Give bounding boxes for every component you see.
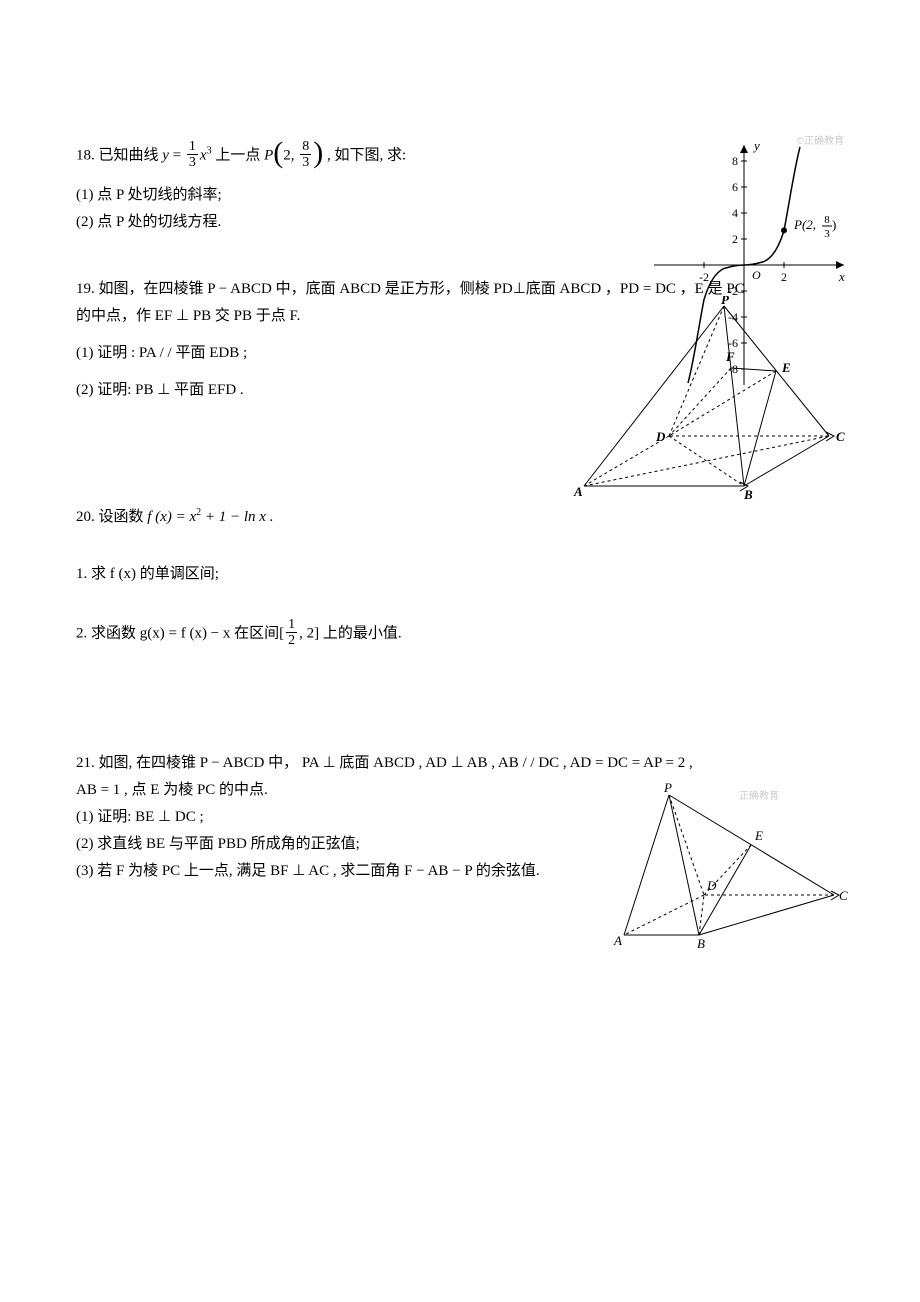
pyramid-svg-21: P A B C D E — [599, 780, 849, 950]
p18-frac1-num: 1 — [187, 139, 198, 155]
watermark: ©正确教育 — [797, 133, 844, 151]
p20-frac: 12 — [286, 617, 297, 649]
p20-stem: 20. 设函数 f (x) = x2 + 1 − ln x . — [76, 504, 844, 531]
p18-num: 18. — [76, 147, 95, 163]
p21-l1: 如图, 在四棱锥 P − ABCD 中， PA ⊥ 底面 ABCD , AD ⊥… — [99, 755, 693, 771]
p19-num: 19. — [76, 281, 95, 297]
svg-text:3: 3 — [824, 228, 830, 240]
p20-frac-d: 2 — [286, 633, 297, 648]
svg-text:y: y — [752, 138, 760, 153]
p18-q1: (1) 点 P 处切线的斜率; — [76, 182, 596, 209]
p20-q1: 1. 求 f (x) 的单调区间; — [76, 561, 844, 588]
svg-text:A: A — [573, 484, 583, 499]
p21-num: 21. — [76, 755, 95, 771]
p20-q2a: 2. 求函数 g(x) = f (x) − x 在区间[ — [76, 625, 284, 641]
svg-text:8: 8 — [824, 214, 830, 226]
p18-ptcomma: , — [291, 147, 299, 163]
pyramid-svg-19: P A B C D E F — [554, 296, 854, 506]
svg-text:D: D — [706, 878, 717, 893]
p20-q2: 2. 求函数 g(x) = f (x) − x 在区间[12, 2] 上的最小值… — [76, 618, 844, 650]
p19-diagram: P A B C D E F — [554, 296, 854, 516]
p20-stem-b: + 1 − ln x . — [201, 509, 273, 525]
svg-text:A: A — [613, 933, 622, 948]
p21-diagram: 正确教育 P A — [599, 780, 849, 960]
svg-text:B: B — [697, 936, 705, 950]
p20-stem-a: 设函数 — [99, 509, 148, 525]
p20-fx: f (x) = x — [147, 509, 196, 525]
p18-frac1: 13 — [187, 139, 198, 171]
p18-frac2-den: 3 — [300, 155, 311, 170]
svg-text:P: P — [663, 780, 672, 795]
p18-frac2-num: 8 — [300, 139, 311, 155]
p18-x: x — [200, 147, 207, 163]
svg-text:P(2,: P(2, — [793, 217, 816, 232]
problem-18: 18. 已知曲线 y = 13x3 上一点 P(2, 83) , 如下图, 求:… — [76, 140, 844, 236]
problem-19: 19. 如图，在四棱锥 P − ABCD 中，底面 ABCD 是正方形，侧棱 P… — [76, 276, 844, 404]
p18-frac2: 83 — [300, 139, 311, 171]
svg-text:E: E — [754, 828, 763, 843]
p18-ptx: 2 — [283, 147, 291, 163]
svg-text:4: 4 — [732, 206, 738, 220]
svg-text:B: B — [743, 487, 753, 502]
p20-num: 20. — [76, 509, 95, 525]
problem-18-text: 18. 已知曲线 y = 13x3 上一点 P(2, 83) , 如下图, 求:… — [76, 140, 596, 236]
p18-sup: 3 — [207, 145, 212, 156]
problem-21: 21. 如图, 在四棱锥 P − ABCD 中， PA ⊥ 底面 ABCD , … — [76, 750, 844, 885]
svg-text:E: E — [781, 360, 791, 375]
svg-text:D: D — [655, 429, 666, 444]
p18-P: P — [264, 147, 273, 163]
p18-frac1-den: 3 — [187, 155, 198, 170]
p18-stem-a: 已知曲线 — [99, 147, 163, 163]
rparen: ) — [313, 141, 323, 165]
p18-stem: 18. 已知曲线 y = 13x3 上一点 P(2, 83) , 如下图, 求: — [76, 140, 596, 172]
p18-y: y — [162, 147, 169, 163]
watermark-21: 正确教育 — [739, 788, 779, 806]
svg-text:6: 6 — [732, 180, 738, 194]
p19-l1: 如图，在四棱锥 P − ABCD 中，底面 ABCD 是正方形，侧棱 PD⊥底面… — [99, 281, 745, 297]
p18-stem-c: , 如下图, 求: — [327, 147, 406, 163]
svg-text:F: F — [725, 349, 735, 364]
problem-20: 20. 设函数 f (x) = x2 + 1 − ln x . 1. 求 f (… — [76, 504, 844, 650]
p18-stem-b: 上一点 — [215, 147, 264, 163]
svg-text:2: 2 — [732, 232, 738, 246]
p21-line1: 21. 如图, 在四棱锥 P − ABCD 中， PA ⊥ 底面 ABCD , … — [76, 750, 836, 777]
p20-q2b: , 2] 上的最小值. — [299, 625, 402, 641]
lparen: ( — [273, 141, 283, 165]
p18-eqsign: = — [169, 147, 185, 163]
svg-text:8: 8 — [732, 154, 738, 168]
p20-frac-n: 1 — [286, 617, 297, 633]
svg-text:P: P — [721, 296, 730, 307]
svg-text:C: C — [836, 429, 845, 444]
p18-q2: (2) 点 P 处的切线方程. — [76, 209, 596, 236]
svg-text:C: C — [839, 888, 848, 903]
svg-text:): ) — [832, 217, 836, 232]
